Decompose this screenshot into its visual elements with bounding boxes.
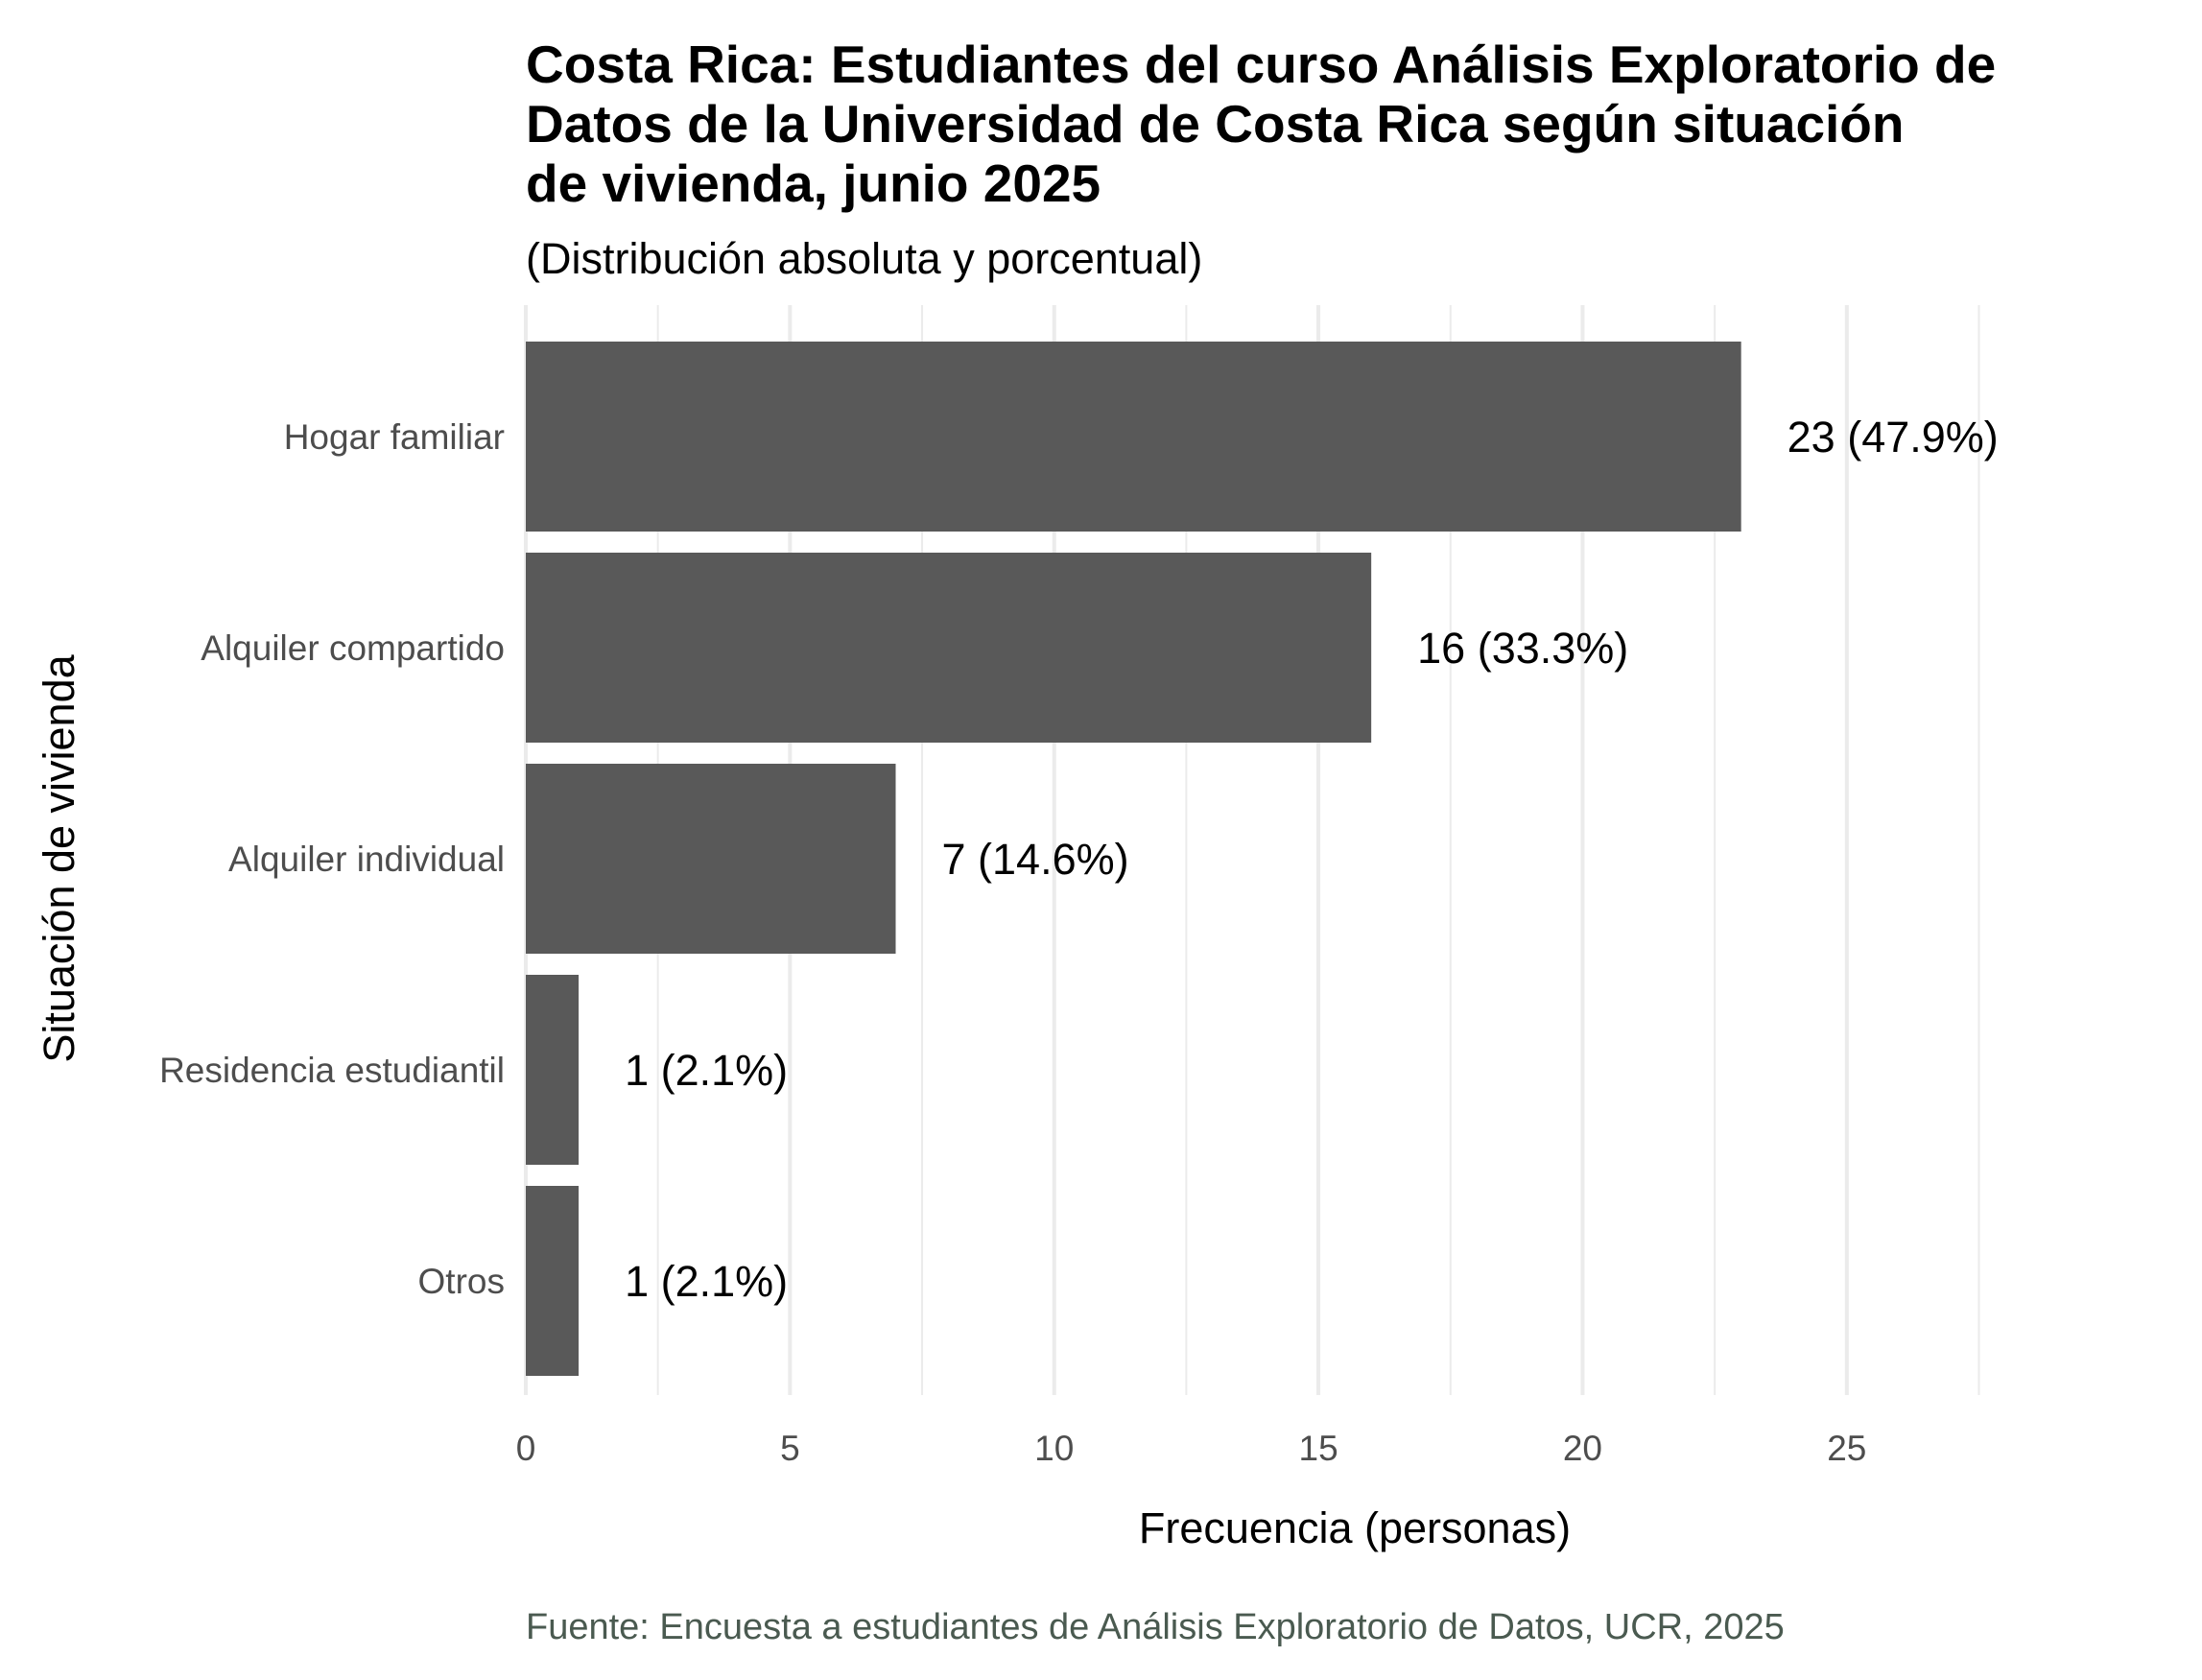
chart-title-line: de vivienda, junio 2025 <box>526 154 1101 213</box>
y-axis-label: Situación de vivienda <box>35 653 83 1062</box>
x-tick-label: 10 <box>1034 1429 1074 1468</box>
bar <box>526 764 896 954</box>
x-tick-label: 15 <box>1299 1429 1338 1468</box>
x-tick-label: 20 <box>1563 1429 1602 1468</box>
y-tick-label: Otros <box>418 1262 505 1301</box>
x-tick-label: 0 <box>516 1429 536 1468</box>
bar-data-label: 23 (47.9%) <box>1788 413 1999 461</box>
bar <box>526 553 1372 743</box>
bar <box>526 342 1741 532</box>
bars <box>526 342 1741 1376</box>
chart-caption: Fuente: Encuesta a estudiantes de Anális… <box>526 1607 1785 1647</box>
bar-data-label: 16 (33.3%) <box>1417 624 1628 673</box>
bar-data-label: 1 (2.1%) <box>625 1046 788 1095</box>
y-tick-label: Residencia estudiantil <box>159 1051 505 1090</box>
y-tick-labels: Hogar familiar Alquiler compartido Alquile… <box>159 417 505 1301</box>
y-tick-label: Alquiler compartido <box>201 628 505 668</box>
bar-data-label: 7 (14.6%) <box>942 835 1129 884</box>
data-labels: 23 (47.9%) 16 (33.3%) 7 (14.6%) 1 (2.1%) 1 (… <box>625 413 1999 1306</box>
chart-subtitle: (Distribución absoluta y porcentual) <box>526 234 1202 283</box>
x-tick-label: 5 <box>780 1429 800 1468</box>
chart-title-line: Costa Rica: Estudiantes del curso Anális… <box>526 35 1996 94</box>
bar <box>526 975 580 1165</box>
chart-title: Costa Rica: Estudiantes del curso Anális… <box>526 35 1996 213</box>
y-tick-label: Alquiler individual <box>228 840 505 879</box>
chart-title-line: Datos de la Universidad de Costa Rica se… <box>526 94 1905 154</box>
x-tick-label: 25 <box>1827 1429 1866 1468</box>
y-tick-label: Hogar familiar <box>284 417 505 457</box>
x-axis-label: Frecuencia (personas) <box>1139 1503 1571 1552</box>
bar <box>526 1186 580 1376</box>
bar-data-label: 1 (2.1%) <box>625 1257 788 1306</box>
x-tick-labels: 0 5 10 15 20 25 <box>516 1429 1867 1468</box>
